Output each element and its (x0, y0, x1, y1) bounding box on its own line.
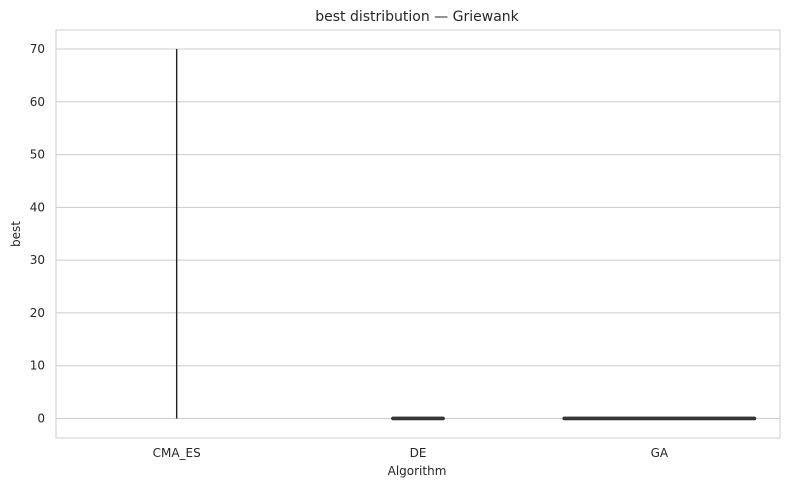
y-tick-label: 10 (30, 359, 45, 373)
x-axis-label: Algorithm (388, 464, 447, 478)
grid-lines (56, 48, 780, 419)
y-tick-label: 0 (37, 411, 45, 425)
x-tick-label: DE (410, 446, 427, 460)
y-tick-label: 30 (30, 253, 45, 267)
violin-marks (175, 49, 757, 421)
y-tick-label: 40 (30, 200, 45, 214)
x-tick-label: CMA_ES (153, 446, 201, 460)
violin-ga (562, 416, 757, 421)
x-tick-label: GA (651, 446, 669, 460)
violin-de (391, 416, 445, 421)
y-axis-label: best (9, 221, 23, 247)
y-tick-label: 60 (30, 95, 45, 109)
y-tick-label: 20 (30, 306, 45, 320)
x-tick-labels: CMA_ES DE GA (153, 446, 669, 460)
y-tick-label: 70 (30, 42, 45, 56)
chart-title: best distribution — Griewank (315, 9, 519, 25)
y-tick-labels: 0 10 20 30 40 50 60 70 (30, 42, 45, 425)
y-tick-label: 50 (30, 148, 45, 162)
plot-frame (55, 29, 781, 439)
